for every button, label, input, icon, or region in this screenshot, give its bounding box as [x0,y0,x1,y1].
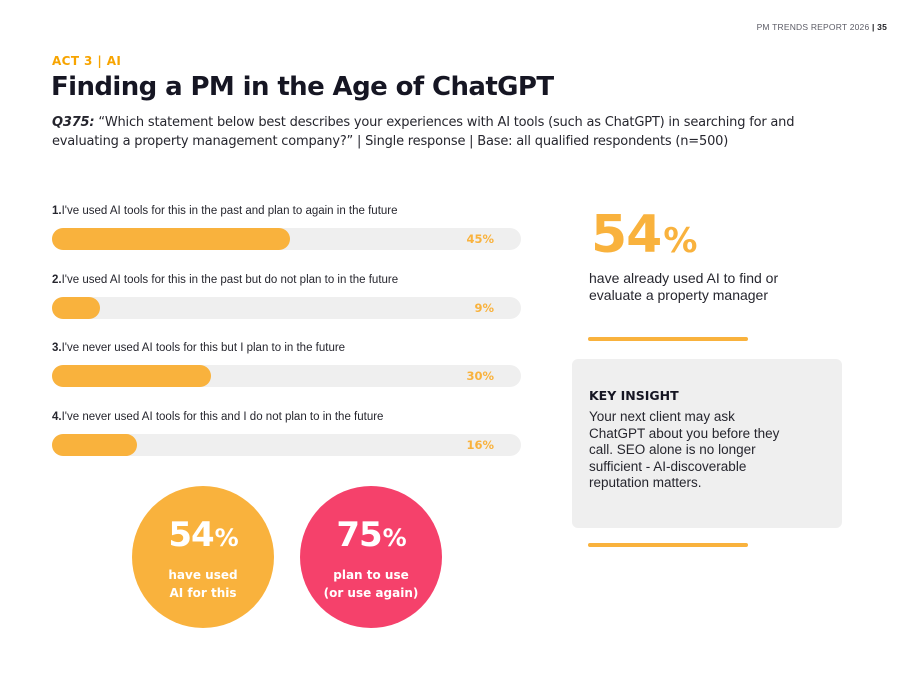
bar-label-text: I've used AI tools for this in the past … [61,205,398,217]
question-id: Q375: [52,115,95,130]
report-page-header: PM TRENDS REPORT 2026 | 35 [757,22,887,32]
stat-value: 54% [591,209,697,261]
bar-label-text: I've never used AI tools for this but I … [61,342,346,354]
survey-question: Q375: “Which statement below best descri… [52,113,852,151]
response-bar-chart: 1.I've used AI tools for this in the pas… [52,205,522,479]
bar-number: 2. [52,273,62,286]
stat-circle-used: 54% have used AI for this [132,486,274,628]
circle-caption-line: AI for this [169,586,237,600]
accent-divider [588,543,748,547]
bar-label: 2.I've used AI tools for this in the pas… [52,274,522,290]
bar-label-text: I've used AI tools for this in the past … [61,273,399,286]
circle-caption: plan to use (or use again) [300,566,442,602]
circle-unit: % [214,524,239,552]
insight-body: Your next client may ask ChatGPT about y… [589,409,780,490]
header-separator: | [871,22,875,32]
report-name: PM TRENDS REPORT 2026 [756,22,870,32]
bar-fill [52,228,291,250]
bar-label: 1.I've used AI tools for this in the pas… [52,205,522,221]
bar-value-label: 16% [466,437,494,452]
bar-number: 3. [52,342,62,354]
bar-number: 4. [52,410,62,423]
bar-item: 2.I've used AI tools for this in the pas… [52,274,522,343]
question-text: “Which statement below best describes yo… [52,115,795,149]
bar-track: 30% [52,365,521,387]
stat-circle-plan: 75% plan to use (or use again) [300,486,442,628]
insight-title: KEY INSIGHT [589,388,679,403]
bar-track: 45% [52,228,521,250]
circle-unit: % [382,524,407,552]
bar-number: 1. [52,205,62,217]
accent-divider [588,337,748,341]
circle-number: 54 [168,515,214,555]
bar-fill [52,365,211,387]
circle-caption-line: have used [168,568,238,582]
circle-value: 75% [300,518,442,552]
page-title: Finding a PM in the Age of ChatGPT [51,72,554,102]
page-number: 35 [877,22,887,32]
bar-track: 16% [52,433,521,456]
bar-fill [52,296,100,319]
bar-value-label: 30% [466,369,494,383]
bar-fill [52,433,137,456]
bar-label-text: I've never used AI tools for this and I … [61,410,384,423]
bar-item: 3.I've never used AI tools for this but … [52,342,522,411]
bar-value-label: 45% [466,232,494,246]
act-label: ACT 3 | AI [52,54,122,68]
bar-label: 4.I've never used AI tools for this and … [52,411,522,427]
bar-track: 9% [52,296,521,319]
circle-caption-line: (or use again) [323,586,419,600]
circle-value: 54% [132,518,274,552]
circle-caption-line: plan to use [333,568,409,582]
bar-value-label: 9% [474,300,494,315]
bar-item: 4.I've never used AI tools for this and … [52,411,522,480]
circle-number: 75 [336,515,382,555]
stat-number: 54 [591,205,662,265]
stat-unit: % [663,221,697,261]
stat-description: have already used AI to find or evaluate… [589,270,779,303]
key-insight-panel: KEY INSIGHT Your next client may ask Cha… [572,359,842,528]
circle-caption: have used AI for this [132,566,274,602]
bar-label: 3.I've never used AI tools for this but … [52,342,522,358]
bar-item: 1.I've used AI tools for this in the pas… [52,205,522,274]
